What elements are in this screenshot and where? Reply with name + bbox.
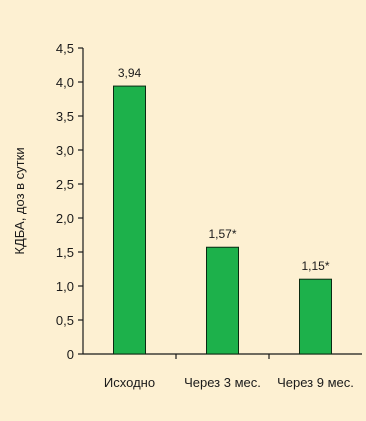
y-tick-label: 3,0 [56, 143, 74, 158]
y-tick-label: 3,5 [56, 109, 74, 124]
y-tick-label: 4,5 [56, 41, 74, 56]
y-tick-label: 2,5 [56, 177, 74, 192]
x-category-label: Исходно [104, 375, 155, 390]
y-tick-label: 2,0 [56, 211, 74, 226]
y-tick-label: 0,5 [56, 313, 74, 328]
data-label: 3,94 [118, 66, 142, 80]
data-label: 1,15* [301, 259, 329, 273]
bar [299, 278, 332, 355]
y-tick-label: 4,0 [56, 75, 74, 90]
bar [113, 85, 146, 355]
y-tick-label: 1,5 [56, 245, 74, 260]
x-category-label: Через 9 мес. [277, 375, 354, 390]
bar [206, 246, 239, 355]
data-label: 1,57* [208, 227, 236, 241]
y-axis-title: КДБА, доз в сутки [12, 147, 27, 254]
y-tick-label: 0 [67, 347, 74, 362]
y-tick-label: 1,0 [56, 279, 74, 294]
x-category-label: Через 3 мес. [184, 375, 261, 390]
